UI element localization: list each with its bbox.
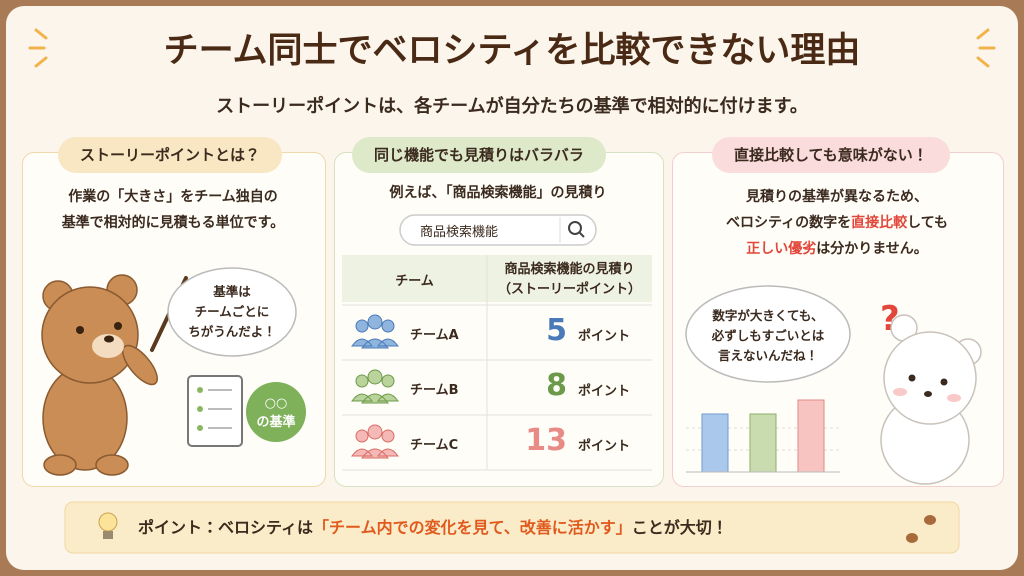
team-name: チームB <box>410 383 459 398</box>
badge-line: ○○ <box>264 396 288 411</box>
table-header: 商品検索機能の見積り （ストーリーポイント） <box>487 260 652 300</box>
subtitle: ストーリーポイントは、各チームが自分たちの基準で相対的に付けます。 <box>216 96 808 117</box>
speech: 基準は チームごとに ちがうんだよ！ <box>168 282 296 342</box>
text-line: 見積りの基準が異なるため、 <box>672 184 1002 210</box>
panel-body: 作業の「大きさ」をチーム独自の 基準で相対的に見積もる単位です。 <box>22 184 324 236</box>
text: 見積りの基準が異なるため、 <box>746 189 928 205</box>
badge-line: の基準 <box>256 415 296 430</box>
panel-heading: 同じ機能でも見積りはバラバラ <box>352 137 606 173</box>
text: ことが大切！ <box>631 518 728 537</box>
unit: ポイント <box>578 439 631 454</box>
speech-line: 言えないんだね！ <box>717 348 818 363</box>
emphasis: 正しい優劣 <box>746 241 817 257</box>
header-line: 商品検索機能の見積り <box>504 262 635 277</box>
text: ポイント：ベロシティは <box>138 518 314 537</box>
emphasis: 直接比較 <box>851 215 908 231</box>
text-line: 正しい優劣は分かりません。 <box>672 236 1002 262</box>
search-text[interactable]: 商品検索機能 <box>420 225 499 240</box>
text: しても <box>907 215 949 231</box>
text-line: 作業の「大きさ」をチーム独自の <box>68 189 278 205</box>
speech: 数字が大きくても、 必ずしもすごいとは 言えないんだね！ <box>686 306 850 366</box>
speech-line: ちがうんだよ！ <box>188 324 276 339</box>
text-line: ベロシティの数字を直接比較しても <box>672 210 1002 236</box>
table-header: チーム <box>395 274 434 289</box>
panel-2 <box>334 152 664 487</box>
title: チーム同士でベロシティを比較できない理由 <box>163 31 861 71</box>
text: は分かりません。 <box>816 241 928 257</box>
text-line: 基準で相対的に見積もる単位です。 <box>61 215 285 231</box>
footer: ポイント：ベロシティは「チーム内での変化を見て、改善に活かす」ことが大切！ <box>138 514 728 538</box>
speech-line: 必ずしもすごいとは <box>711 328 825 343</box>
panel-heading: 直接比較しても意味がない！ <box>712 137 950 173</box>
panel-heading: ストーリーポイントとは？ <box>58 137 283 173</box>
speech-line: 数字が大きくても、 <box>712 308 824 323</box>
header-line: （ストーリーポイント） <box>497 282 641 297</box>
badge: ○○ の基準 <box>246 394 306 432</box>
estimate: 8 <box>546 368 567 403</box>
panel-body: 例えば、「商品検索機能」の見積り <box>389 185 607 201</box>
estimate: 13 <box>525 423 567 458</box>
panel-body: 見積りの基準が異なるため、 ベロシティの数字を直接比較しても 正しい優劣は分かり… <box>672 184 1002 262</box>
text: ベロシティの数字を <box>725 215 852 231</box>
speech-line: チームごとに <box>194 304 270 319</box>
speech-line: 基準は <box>213 284 251 299</box>
emphasis: 「チーム内での変化を見て、改善に活かす」 <box>313 518 632 537</box>
unit: ポイント <box>578 384 631 399</box>
estimate: 5 <box>546 313 567 348</box>
unit: ポイント <box>578 329 631 344</box>
team-name: チームC <box>410 438 459 453</box>
team-name: チームA <box>410 328 459 343</box>
